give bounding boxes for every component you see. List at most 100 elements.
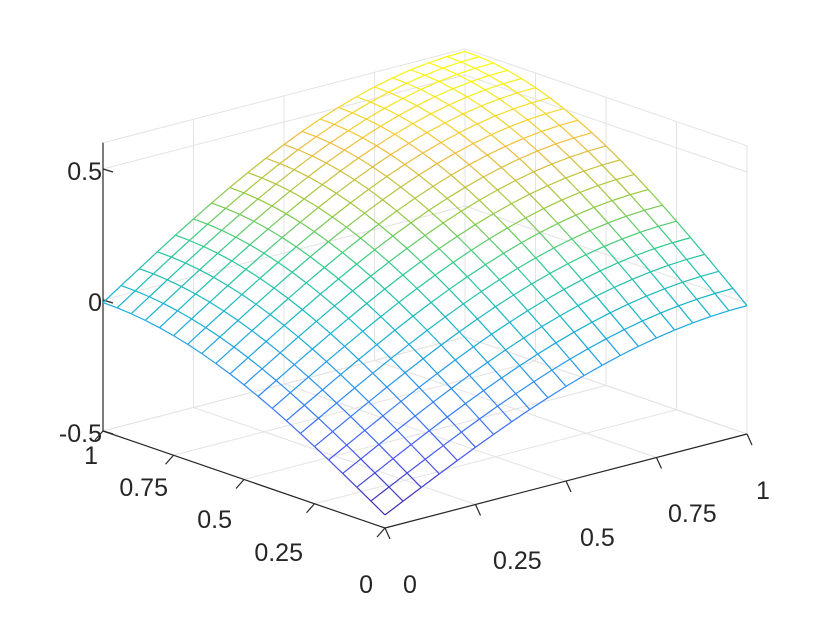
surface-mesh-line-x [672, 237, 691, 244]
surface-mesh-line-x [485, 83, 504, 91]
surface-mesh-line-y [633, 174, 649, 190]
surface-mesh-line-y [313, 231, 329, 243]
surface-mesh-line-x [354, 166, 373, 181]
surface-mesh-line-x [233, 330, 253, 348]
surface-mesh-line-x [265, 324, 285, 342]
surface-mesh-line-x [475, 433, 494, 448]
surface-mesh-line-y [513, 294, 529, 312]
surface-mesh-line-y [116, 307, 132, 315]
surface-mesh-line-x [674, 322, 693, 331]
surface-mesh-line-x [543, 199, 563, 210]
surface-mesh-line-y [434, 274, 450, 290]
surface-mesh-line-x [370, 261, 390, 277]
surface-mesh-line-x [322, 374, 341, 391]
surface-mesh-line-y [696, 298, 712, 317]
surface-mesh-line-y [311, 155, 327, 164]
surface-mesh-line-y [446, 56, 462, 63]
surface-mesh-line-y [376, 145, 392, 156]
surface-mesh-line-x [332, 202, 351, 218]
surface-mesh-line-y [468, 374, 484, 392]
surface-mesh-line-x [567, 254, 587, 265]
surface-mesh-line-y [567, 263, 583, 281]
surface-mesh-line-x [642, 312, 661, 322]
surface-mesh-line-x [446, 186, 466, 199]
surface-mesh-line-x [489, 69, 508, 77]
surface-mesh-line-y [102, 302, 118, 309]
surface-mesh-line-y [207, 223, 222, 231]
surface-mesh-line-y [507, 227, 523, 244]
surface-mesh-line-y [452, 261, 468, 278]
surface-mesh-line-y [432, 185, 448, 199]
surface-mesh-line-y [374, 249, 390, 263]
surface-mesh-line-x [358, 145, 377, 159]
surface-mesh-line-x [307, 162, 327, 178]
surface-mesh-line-x [517, 87, 536, 94]
surface-mesh-line-x [342, 237, 361, 254]
surface-mesh-line-x [243, 368, 263, 386]
surface-mesh-line-x [338, 263, 357, 280]
surface-mesh-line-x [601, 159, 621, 166]
surface-mesh-line-y [334, 123, 349, 132]
surface-mesh-line-y [426, 329, 442, 346]
surface-mesh-line-y [623, 329, 639, 347]
surface-mesh-line-x [559, 305, 579, 317]
surface-mesh-line-y [289, 190, 305, 200]
surface-mesh-line-x [480, 98, 500, 107]
surface-mesh-line-y [635, 254, 651, 273]
surface-mesh-line-x [408, 132, 428, 144]
surface-mesh-line-y [531, 102, 546, 115]
surface-mesh-line-y [476, 318, 492, 335]
surface-mesh-line-y [531, 283, 547, 301]
surface-mesh-line-x [317, 192, 337, 208]
surface-mesh-line-x [636, 248, 655, 256]
y-tick-mark [165, 454, 174, 465]
surface-mesh-line-y [571, 238, 587, 256]
surface-mesh-line-y [458, 132, 474, 145]
surface-mesh-line-y [386, 176, 402, 188]
surface-mesh-line-y [732, 288, 748, 307]
surface-mesh-line-y [370, 275, 386, 290]
surface-mesh-line-y [175, 234, 190, 242]
surface-mesh-line-x [501, 158, 520, 168]
surface-mesh-line-x [281, 221, 301, 238]
surface-mesh-line-x [559, 119, 578, 126]
surface-mesh-line-y [328, 241, 343, 254]
surface-mesh-line-y [231, 260, 247, 270]
surface-mesh-line-x [340, 157, 359, 172]
surface-mesh-line-y [406, 82, 422, 91]
surface-mesh-line-x [630, 188, 649, 196]
surface-mesh-line-x [470, 238, 490, 251]
surface-mesh-line-y [605, 145, 621, 161]
surface-mesh-line-y [215, 362, 231, 375]
surface-mesh-line-y [338, 278, 353, 292]
surface-mesh-line-y [317, 207, 333, 218]
surface-mesh-line-y [201, 353, 217, 364]
surface-mesh-line-y [312, 348, 327, 363]
surface-mesh-line-y [263, 252, 279, 263]
surface-mesh-line-x [428, 197, 448, 211]
surface-mesh-line-x [251, 314, 271, 332]
surface-mesh-line-x [650, 264, 669, 273]
surface-mesh-line-x [487, 349, 506, 363]
surface-mesh-line-x [589, 222, 609, 232]
surface-mesh-line-x [535, 247, 555, 259]
surface-mesh-line-x [555, 331, 575, 344]
surface-mesh-line-x [611, 194, 631, 202]
surface-mesh-line-y [525, 217, 541, 234]
surface-mesh-line-y [332, 216, 347, 228]
surface-mesh-line-y [488, 238, 504, 254]
surface-mesh [102, 50, 748, 516]
surface-mesh-line-y [322, 389, 338, 404]
surface-mesh-line-y [318, 417, 334, 432]
surface-mesh-line-x [555, 137, 574, 145]
surface-mesh-line-x [380, 301, 400, 318]
surface-mesh-line-x [318, 402, 337, 419]
surface-mesh-line-y [569, 156, 585, 172]
surface-mesh-line-y [189, 239, 204, 248]
surface-mesh-line-y [470, 249, 486, 266]
surface-mesh-line-x [348, 118, 367, 132]
side-wall-top-edge [464, 48, 748, 147]
surface-mesh-line-x [513, 102, 532, 110]
surface-mesh-line-y [466, 96, 482, 107]
